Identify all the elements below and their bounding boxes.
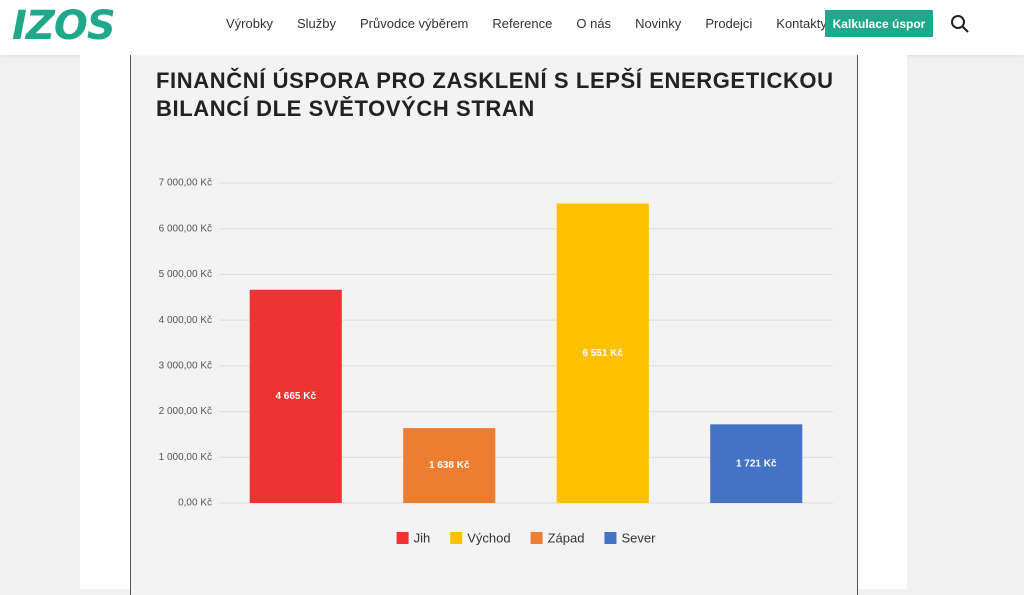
- data-label: 1 721 Kč: [736, 458, 777, 469]
- legend-swatch: [604, 532, 617, 544]
- bar: [710, 424, 803, 503]
- chart: 0,00 Kč 1 000,00 Kč 2 000,00 Kč 3 000,00 Kč…: [159, 178, 833, 545]
- legend-swatch: [396, 532, 409, 544]
- nav-link[interactable]: Služby: [296, 15, 336, 31]
- bar: [556, 203, 649, 504]
- chart-box: FINANČNÍ ÚSPORA PRO ZASKLENÍ S LEPŠÍ ENE…: [130, 55, 858, 595]
- legend-swatch: [530, 532, 543, 544]
- nav-link[interactable]: Prodejci: [705, 15, 753, 31]
- navbar: IZOS Výrobky Služby Průvodce výběrem Refere…: [0, 0, 1024, 55]
- nav-link[interactable]: Kontakty: [776, 15, 827, 31]
- y-tick-label: 4 000,00 Kč: [159, 315, 212, 326]
- legend-swatch: [450, 532, 463, 544]
- legend-label: Jih: [414, 530, 431, 545]
- y-tick-label: 5 000,00 Kč: [159, 269, 212, 280]
- y-tick-label: 6 000,00 Kč: [159, 223, 212, 234]
- legend-label: Sever: [621, 530, 656, 545]
- y-tick-label: 1 000,00 Kč: [159, 452, 212, 463]
- search-icon[interactable]: [950, 14, 970, 34]
- data-label: 6 551 Kč: [582, 348, 623, 359]
- nav-link[interactable]: Reference: [492, 15, 553, 31]
- data-label: 1 638 Kč: [429, 460, 470, 471]
- nav-link[interactable]: Novinky: [635, 15, 682, 31]
- nav-link[interactable]: Průvodce výběrem: [360, 15, 469, 31]
- nav-link[interactable]: Výrobky: [226, 15, 273, 31]
- chart-title: FINANČNÍ ÚSPORA PRO ZASKLENÍ S LEPŠÍ ENE…: [156, 68, 834, 121]
- cta-button[interactable]: Kalkulace úspor: [825, 10, 933, 37]
- bar: [403, 428, 496, 503]
- bar: [249, 289, 342, 503]
- legend-label: Východ: [467, 530, 510, 545]
- logo[interactable]: IZOS: [12, 3, 116, 49]
- y-tick-label: 0,00 Kč: [178, 498, 212, 509]
- legend-label: Západ: [548, 530, 585, 545]
- data-label: 4 665 Kč: [275, 391, 316, 402]
- y-tick-label: 7 000,00 Kč: [159, 178, 212, 189]
- menu: Výrobky Služby Průvodce výběrem Reference O …: [214, 0, 839, 46]
- nav-link[interactable]: O nás: [576, 15, 612, 31]
- y-tick-label: 3 000,00 Kč: [159, 360, 212, 371]
- y-tick-label: 2 000,00 Kč: [159, 406, 212, 417]
